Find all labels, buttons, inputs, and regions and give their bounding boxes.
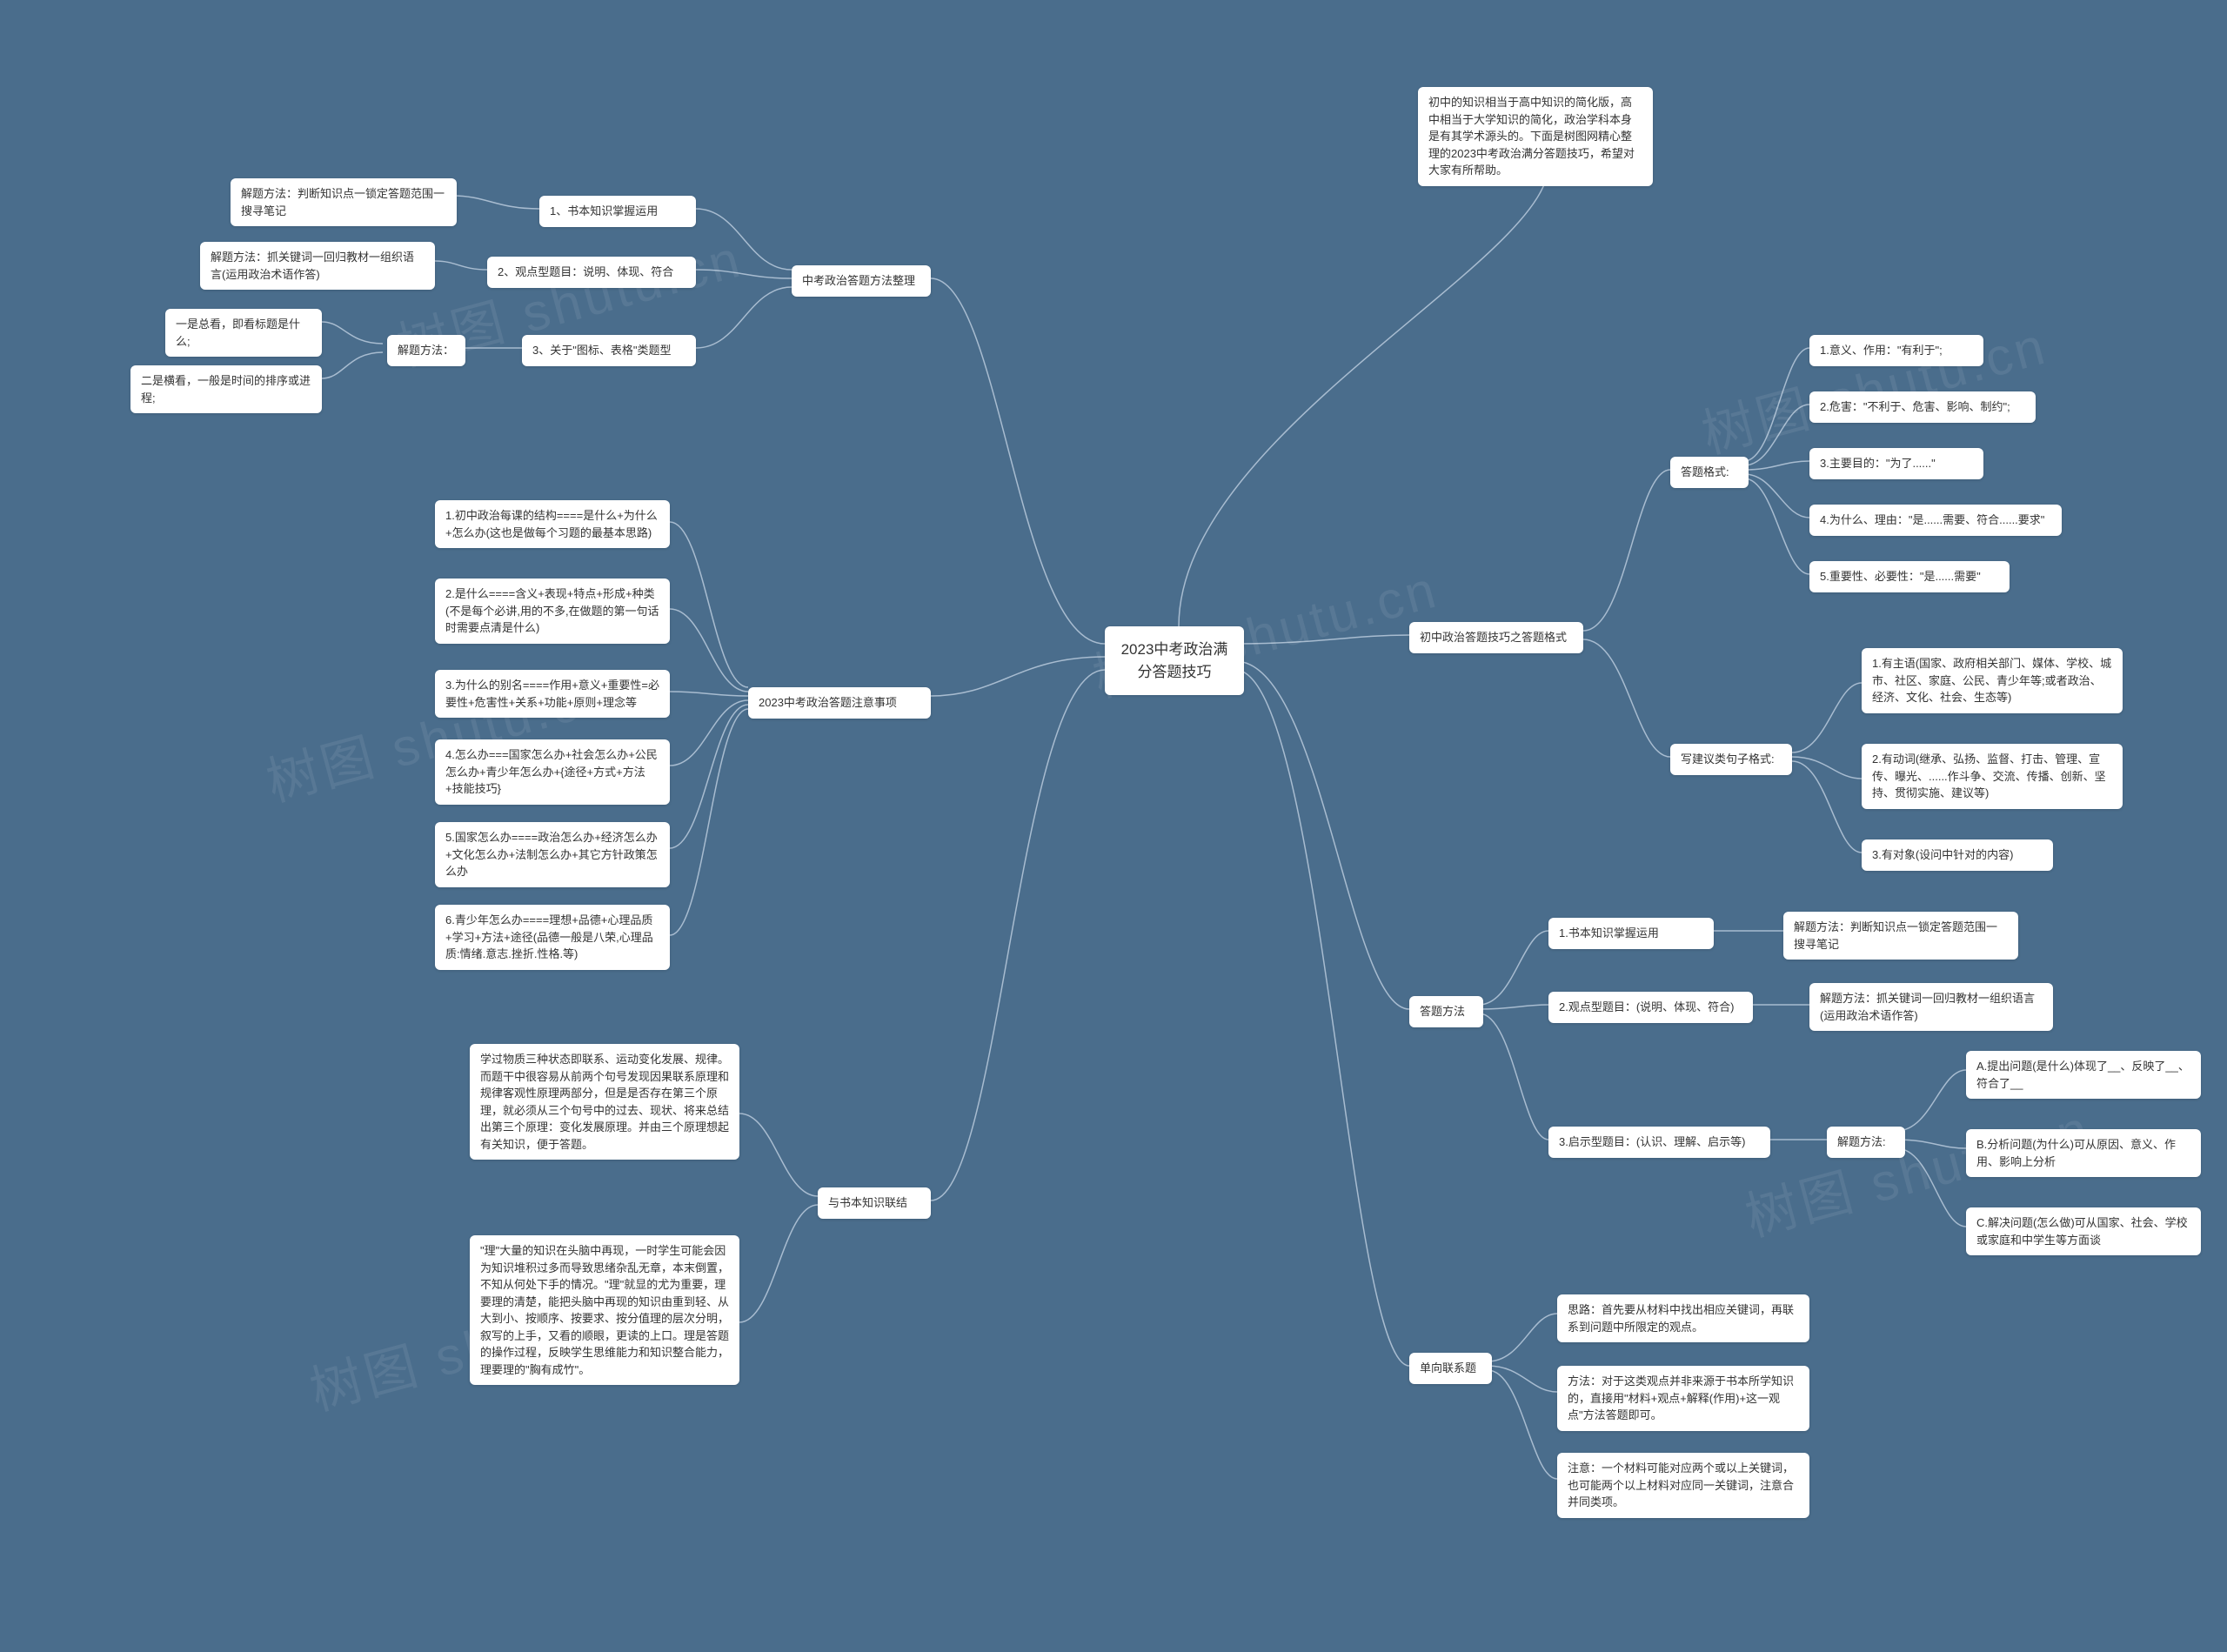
- single-label: 单向联系题: [1409, 1353, 1492, 1384]
- intro-node: 初中的知识相当于高中知识的简化版，高中相当于大学知识的简化，政治学科本身是有其学…: [1418, 87, 1653, 186]
- booklink-b2: "理"大量的知识在头脑中再现，一时学生可能会因为知识堆积过多而导致思绪杂乱无章，…: [470, 1235, 739, 1385]
- watermark: 树图 shutu.cn: [1693, 304, 2055, 469]
- format-label: 初中政治答题技巧之答题格式: [1409, 622, 1583, 653]
- notice-n5: 5.国家怎么办====政治怎么办+经济怎么办+文化怎么办+法制怎么办+其它方针政…: [435, 822, 670, 887]
- booklink-label: 与书本知识联结: [818, 1187, 931, 1219]
- r-method-m2-sub: 解题方法：抓关键词一回归教材一组织语言(运用政治术语作答): [1809, 983, 2053, 1031]
- method-sort-c3-subB: 二是横看，一般是时间的排序或进程;: [130, 365, 322, 413]
- format-g2-i2: 2.有动词(继承、弘扬、监督、打击、管理、宣传、曝光、......作斗争、交流、…: [1862, 744, 2123, 809]
- notice-label: 2023中考政治答题注意事项: [748, 687, 931, 719]
- r-method-m3: 3.启示型题目：(认识、理解、启示等): [1548, 1127, 1770, 1158]
- format-g2-i3: 3.有对象(设问中针对的内容): [1862, 839, 2053, 871]
- notice-n2: 2.是什么====含义+表现+特点+形成+种类(不是每个必讲,用的不多,在做题的…: [435, 579, 670, 644]
- format-g1: 答题格式:: [1670, 457, 1749, 488]
- single-s2: 方法：对于这类观点并非来源于书本所学知识的，直接用"材料+观点+解释(作用)+这…: [1557, 1366, 1809, 1431]
- r-method-m1: 1.书本知识掌握运用: [1548, 918, 1714, 949]
- notice-n6: 6.青少年怎么办====理想+品德+心理品质+学习+方法+途径(品德一般是八荣,…: [435, 905, 670, 970]
- r-method-m2: 2.观点型题目：(说明、体现、符合): [1548, 992, 1753, 1023]
- format-g1-i4: 4.为什么、理由："是......需要、符合......要求": [1809, 505, 2062, 536]
- method-sort-c3-subA: 一是总看，即看标题是什么;: [165, 309, 322, 357]
- method-sort-c2: 2、观点型题目：说明、体现、符合: [487, 257, 696, 288]
- notice-n4: 4.怎么办===国家怎么办+社会怎么办+公民怎么办+青少年怎么办+{途径+方式+…: [435, 739, 670, 805]
- center-node: 2023中考政治满分答题技巧: [1105, 626, 1244, 695]
- r-method-m3-b: B.分析问题(为什么)可从原因、意义、作用、影响上分析: [1966, 1129, 2201, 1177]
- notice-n1: 1.初中政治每课的结构====是什么+为什么+怎么办(这也是做每个习题的最基本思…: [435, 500, 670, 548]
- r-method-label: 答题方法: [1409, 996, 1483, 1027]
- format-g2: 写建议类句子格式:: [1670, 744, 1792, 775]
- method-sort: 中考政治答题方法整理: [792, 265, 931, 297]
- method-sort-c2-sub: 解题方法：抓关键词一回归教材一组织语言(运用政治术语作答): [200, 242, 435, 290]
- format-g1-i2: 2.危害："不利于、危害、影响、制约";: [1809, 391, 2036, 423]
- r-method-m1-sub: 解题方法：判断知识点一锁定答题范围一搜寻笔记: [1783, 912, 2018, 960]
- method-sort-c3-sub: 解题方法：: [387, 335, 465, 366]
- booklink-b1: 学过物质三种状态即联系、运动变化发展、规律。而题干中很容易从前两个句号发现因果联…: [470, 1044, 739, 1160]
- method-sort-c1-sub: 解题方法：判断知识点一锁定答题范围一搜寻笔记: [231, 178, 457, 226]
- method-sort-c1: 1、书本知识掌握运用: [539, 196, 696, 227]
- format-g1-i3: 3.主要目的："为了......": [1809, 448, 1983, 479]
- format-g1-i1: 1.意义、作用："有利于";: [1809, 335, 1983, 366]
- r-method-m3-c: C.解决问题(怎么做)可从国家、社会、学校或家庭和中学生等方面谈: [1966, 1207, 2201, 1255]
- single-s1: 思路：首先要从材料中找出相应关键词，再联系到问题中所限定的观点。: [1557, 1294, 1809, 1342]
- notice-n3: 3.为什么的别名====作用+意义+重要性=必要性+危害性+关系+功能+原则+理…: [435, 670, 670, 718]
- format-g1-i5: 5.重要性、必要性："是......需要": [1809, 561, 2010, 592]
- r-method-m3-sub: 解题方法:: [1827, 1127, 1905, 1158]
- method-sort-c3: 3、关于"图标、表格"类题型: [522, 335, 696, 366]
- r-method-m3-a: A.提出问题(是什么)体现了__、反映了__、符合了__: [1966, 1051, 2201, 1099]
- format-g2-i1: 1.有主语(国家、政府相关部门、媒体、学校、城市、社区、家庭、公民、青少年等;或…: [1862, 648, 2123, 713]
- single-s3: 注意：一个材料可能对应两个或以上关键词，也可能两个以上材料对应同一关键词，注意合…: [1557, 1453, 1809, 1518]
